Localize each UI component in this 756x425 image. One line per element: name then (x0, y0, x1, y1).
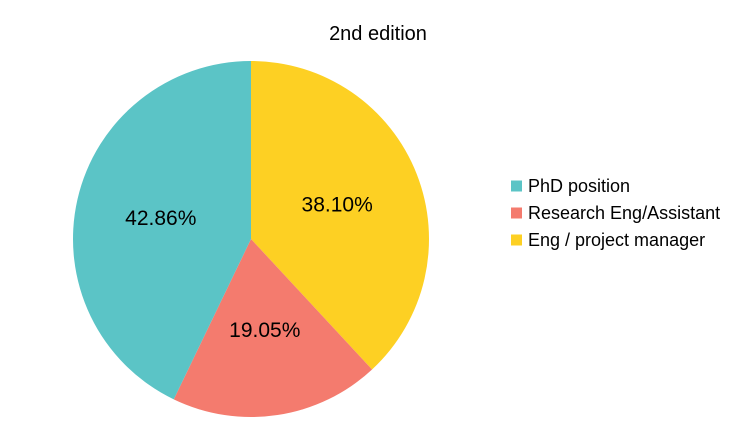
legend-label-research-eng-assistant: Research Eng/Assistant (528, 203, 720, 223)
chart-title: 2nd edition (329, 23, 427, 45)
legend-swatch-research-eng-assistant (511, 207, 522, 219)
legend: PhD position Research Eng/Assistant Eng / … (511, 176, 720, 250)
pie-slice-phd-position (72, 61, 252, 400)
legend-swatch-phd-position (511, 180, 522, 192)
pie-slice-eng-project-manager (251, 61, 429, 370)
slice-label-eng-project-manager: 38.10% (302, 194, 373, 217)
pie-slice-research-eng-assistant (173, 239, 373, 417)
legend-swatch-eng-project-manager (511, 234, 522, 246)
pie-slices (72, 61, 429, 417)
slice-label-research-eng-assistant: 19.05% (229, 319, 300, 342)
slice-label-phd-position: 42.86% (125, 207, 196, 230)
legend-label-eng-project-manager: Eng / project manager (528, 230, 705, 250)
legend-label-phd-position: PhD position (528, 176, 630, 196)
slice-labels: 38.10% 19.05% 42.86% (125, 194, 373, 342)
